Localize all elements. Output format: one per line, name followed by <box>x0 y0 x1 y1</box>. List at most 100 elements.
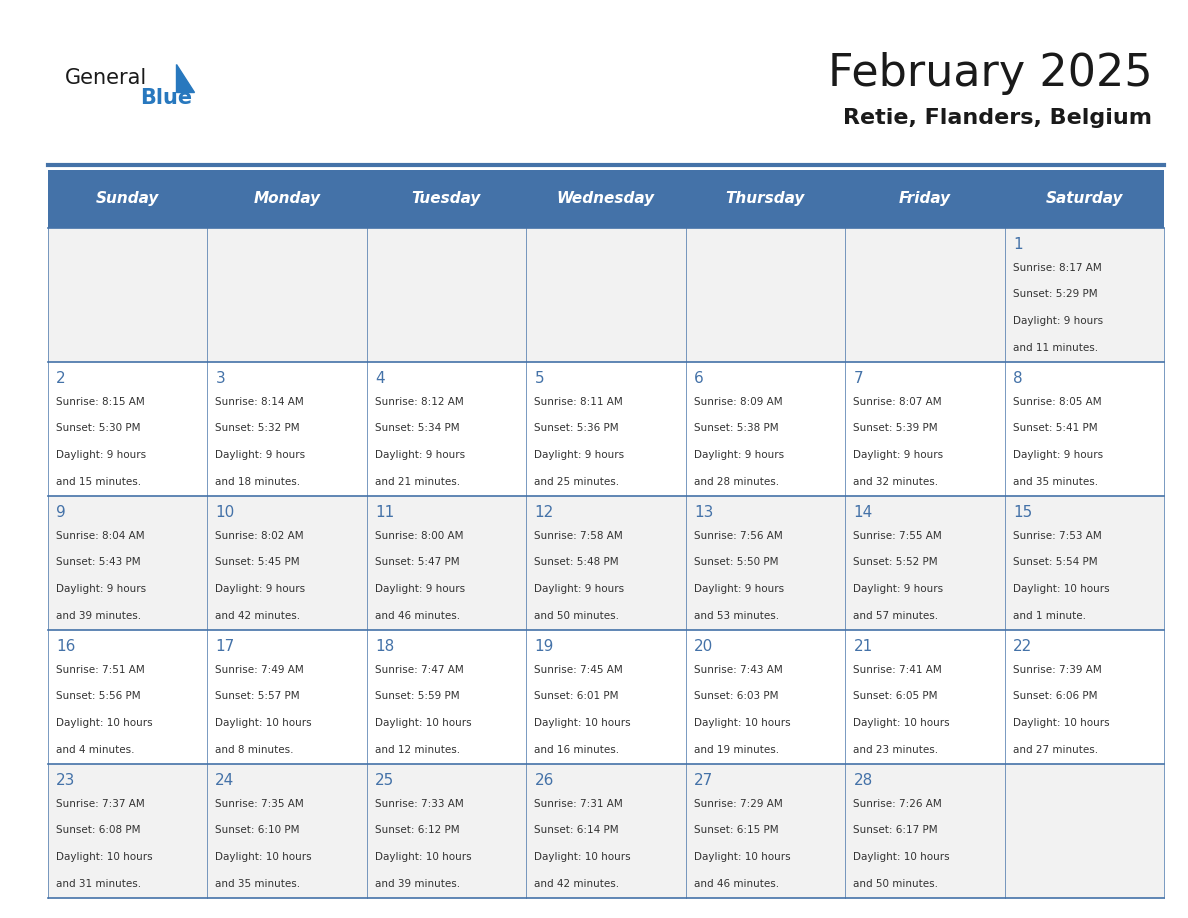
Text: Sunset: 5:43 PM: Sunset: 5:43 PM <box>56 557 140 567</box>
Text: 4: 4 <box>375 371 385 386</box>
Text: 5: 5 <box>535 371 544 386</box>
Text: Friday: Friday <box>899 191 952 207</box>
Text: General: General <box>65 68 147 88</box>
Text: 2: 2 <box>56 371 65 386</box>
Text: and 15 minutes.: and 15 minutes. <box>56 477 141 487</box>
Text: Tuesday: Tuesday <box>412 191 481 207</box>
Text: Sunrise: 7:35 AM: Sunrise: 7:35 AM <box>215 799 304 809</box>
Text: and 4 minutes.: and 4 minutes. <box>56 745 134 755</box>
Text: Daylight: 9 hours: Daylight: 9 hours <box>1013 316 1104 326</box>
Text: and 28 minutes.: and 28 minutes. <box>694 477 779 487</box>
Text: Daylight: 9 hours: Daylight: 9 hours <box>853 450 943 460</box>
Text: Sunrise: 8:17 AM: Sunrise: 8:17 AM <box>1013 263 1101 273</box>
Text: Sunday: Sunday <box>95 191 159 207</box>
Text: Sunset: 5:34 PM: Sunset: 5:34 PM <box>375 423 460 433</box>
Text: 15: 15 <box>1013 505 1032 520</box>
Text: Daylight: 9 hours: Daylight: 9 hours <box>56 584 146 594</box>
Bar <box>48 496 1164 630</box>
Text: Sunrise: 7:29 AM: Sunrise: 7:29 AM <box>694 799 783 809</box>
Text: 22: 22 <box>1013 639 1032 654</box>
Text: Daylight: 9 hours: Daylight: 9 hours <box>535 584 625 594</box>
Text: Sunset: 5:48 PM: Sunset: 5:48 PM <box>535 557 619 567</box>
Text: Sunset: 5:57 PM: Sunset: 5:57 PM <box>215 691 301 701</box>
Text: 20: 20 <box>694 639 713 654</box>
Text: 23: 23 <box>56 773 75 788</box>
Text: Daylight: 9 hours: Daylight: 9 hours <box>375 584 465 594</box>
Text: Retie, Flanders, Belgium: Retie, Flanders, Belgium <box>843 107 1152 128</box>
Text: Sunrise: 7:49 AM: Sunrise: 7:49 AM <box>215 665 304 675</box>
Text: Sunrise: 8:00 AM: Sunrise: 8:00 AM <box>375 531 463 541</box>
Text: Sunrise: 7:26 AM: Sunrise: 7:26 AM <box>853 799 942 809</box>
Text: Sunrise: 8:11 AM: Sunrise: 8:11 AM <box>535 397 624 407</box>
Text: Sunrise: 8:15 AM: Sunrise: 8:15 AM <box>56 397 145 407</box>
Text: Sunset: 6:03 PM: Sunset: 6:03 PM <box>694 691 778 701</box>
Text: 28: 28 <box>853 773 873 788</box>
Text: Monday: Monday <box>253 191 321 207</box>
Text: 10: 10 <box>215 505 234 520</box>
Text: Sunrise: 7:53 AM: Sunrise: 7:53 AM <box>1013 531 1101 541</box>
Text: and 21 minutes.: and 21 minutes. <box>375 477 460 487</box>
Text: and 27 minutes.: and 27 minutes. <box>1013 745 1098 755</box>
Text: Sunset: 6:01 PM: Sunset: 6:01 PM <box>535 691 619 701</box>
Text: and 50 minutes.: and 50 minutes. <box>535 611 619 621</box>
Text: Sunrise: 7:41 AM: Sunrise: 7:41 AM <box>853 665 942 675</box>
Text: Sunset: 5:29 PM: Sunset: 5:29 PM <box>1013 289 1098 299</box>
Text: Sunset: 6:06 PM: Sunset: 6:06 PM <box>1013 691 1098 701</box>
Text: and 31 minutes.: and 31 minutes. <box>56 879 141 889</box>
Text: and 39 minutes.: and 39 minutes. <box>56 611 141 621</box>
Text: and 35 minutes.: and 35 minutes. <box>1013 477 1098 487</box>
Text: Sunset: 5:41 PM: Sunset: 5:41 PM <box>1013 423 1098 433</box>
Text: Sunset: 5:52 PM: Sunset: 5:52 PM <box>853 557 939 567</box>
Text: and 11 minutes.: and 11 minutes. <box>1013 343 1098 353</box>
Text: and 35 minutes.: and 35 minutes. <box>215 879 301 889</box>
Text: 19: 19 <box>535 639 554 654</box>
Text: Sunset: 5:32 PM: Sunset: 5:32 PM <box>215 423 301 433</box>
Text: Daylight: 10 hours: Daylight: 10 hours <box>375 852 472 862</box>
Text: Sunrise: 8:09 AM: Sunrise: 8:09 AM <box>694 397 783 407</box>
Text: Daylight: 10 hours: Daylight: 10 hours <box>853 718 950 728</box>
Text: 27: 27 <box>694 773 713 788</box>
Text: Daylight: 10 hours: Daylight: 10 hours <box>56 852 152 862</box>
Text: Sunset: 5:59 PM: Sunset: 5:59 PM <box>375 691 460 701</box>
Text: Daylight: 10 hours: Daylight: 10 hours <box>694 718 790 728</box>
Text: Sunset: 6:15 PM: Sunset: 6:15 PM <box>694 825 778 835</box>
Bar <box>48 362 1164 496</box>
Text: Sunrise: 7:55 AM: Sunrise: 7:55 AM <box>853 531 942 541</box>
Text: Sunset: 5:56 PM: Sunset: 5:56 PM <box>56 691 140 701</box>
Text: and 23 minutes.: and 23 minutes. <box>853 745 939 755</box>
Text: Sunrise: 8:04 AM: Sunrise: 8:04 AM <box>56 531 145 541</box>
Text: Sunrise: 7:39 AM: Sunrise: 7:39 AM <box>1013 665 1101 675</box>
Text: 24: 24 <box>215 773 234 788</box>
Text: Sunset: 6:14 PM: Sunset: 6:14 PM <box>535 825 619 835</box>
Text: 18: 18 <box>375 639 394 654</box>
Text: Daylight: 10 hours: Daylight: 10 hours <box>1013 718 1110 728</box>
Text: Daylight: 9 hours: Daylight: 9 hours <box>535 450 625 460</box>
Text: 6: 6 <box>694 371 703 386</box>
Text: Daylight: 9 hours: Daylight: 9 hours <box>56 450 146 460</box>
Text: 9: 9 <box>56 505 65 520</box>
Text: and 25 minutes.: and 25 minutes. <box>535 477 620 487</box>
Text: Sunrise: 8:14 AM: Sunrise: 8:14 AM <box>215 397 304 407</box>
Text: Daylight: 10 hours: Daylight: 10 hours <box>215 852 312 862</box>
Text: 13: 13 <box>694 505 713 520</box>
Text: Sunset: 5:54 PM: Sunset: 5:54 PM <box>1013 557 1098 567</box>
Text: Sunrise: 8:12 AM: Sunrise: 8:12 AM <box>375 397 463 407</box>
Text: Blue: Blue <box>140 88 192 108</box>
Text: Thursday: Thursday <box>726 191 805 207</box>
Text: and 19 minutes.: and 19 minutes. <box>694 745 779 755</box>
Text: Daylight: 9 hours: Daylight: 9 hours <box>215 450 305 460</box>
Text: Sunset: 6:10 PM: Sunset: 6:10 PM <box>215 825 299 835</box>
Text: February 2025: February 2025 <box>828 52 1152 95</box>
Text: Sunrise: 7:58 AM: Sunrise: 7:58 AM <box>535 531 624 541</box>
Text: 1: 1 <box>1013 237 1023 252</box>
Text: and 18 minutes.: and 18 minutes. <box>215 477 301 487</box>
Text: Sunset: 5:50 PM: Sunset: 5:50 PM <box>694 557 778 567</box>
Text: and 57 minutes.: and 57 minutes. <box>853 611 939 621</box>
Text: Sunset: 5:38 PM: Sunset: 5:38 PM <box>694 423 778 433</box>
Polygon shape <box>176 64 194 92</box>
Text: Daylight: 10 hours: Daylight: 10 hours <box>853 852 950 862</box>
Text: Daylight: 9 hours: Daylight: 9 hours <box>215 584 305 594</box>
Bar <box>48 764 1164 898</box>
Text: Sunset: 5:30 PM: Sunset: 5:30 PM <box>56 423 140 433</box>
Text: Daylight: 10 hours: Daylight: 10 hours <box>375 718 472 728</box>
